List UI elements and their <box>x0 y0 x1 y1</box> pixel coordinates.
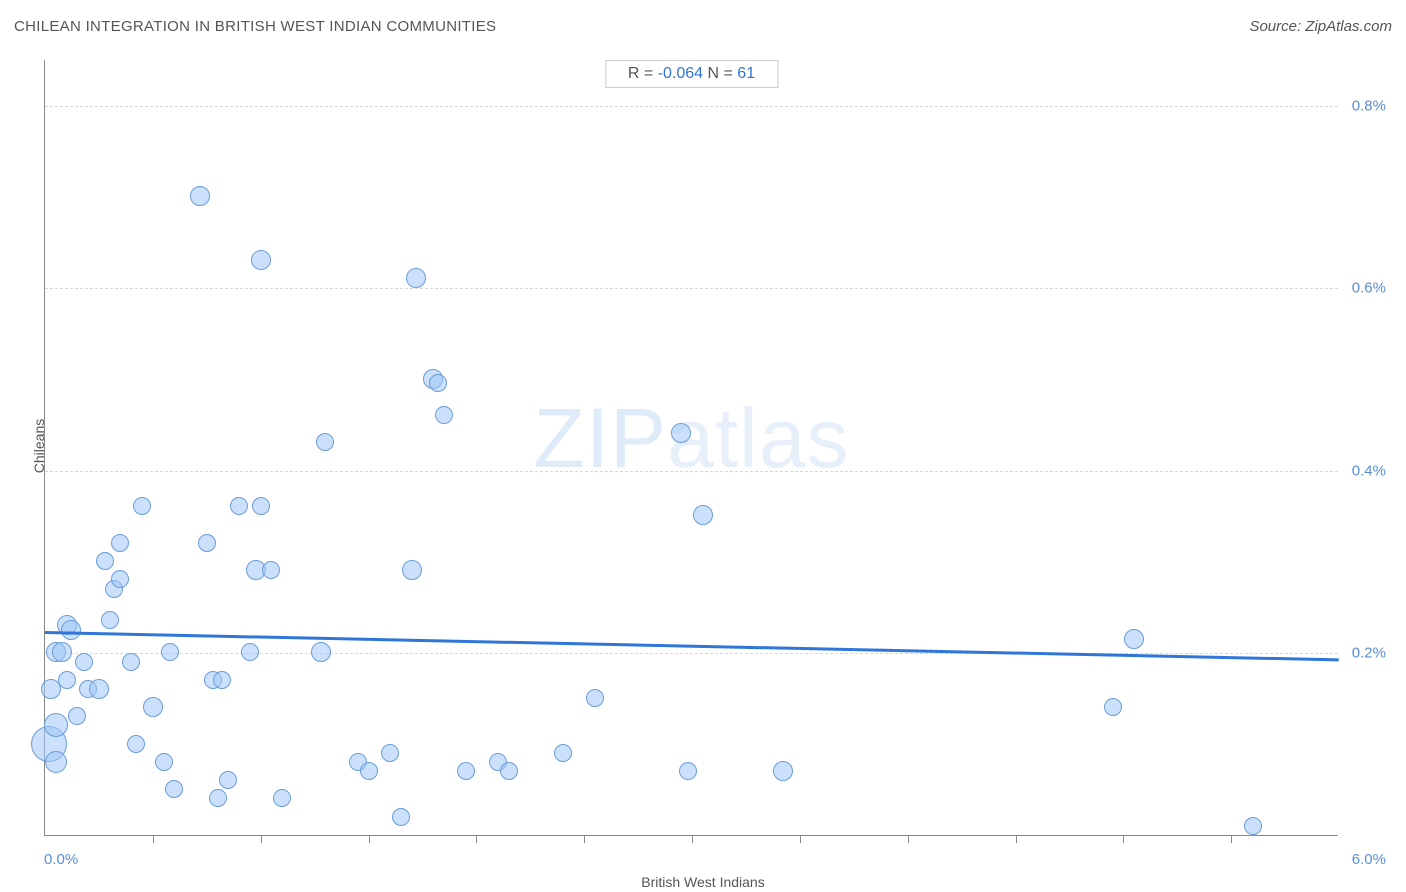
data-point <box>252 497 270 515</box>
n-value: 61 <box>737 65 755 82</box>
r-label: R = <box>628 65 658 82</box>
x-max-label: 6.0% <box>1352 851 1386 868</box>
x-tick <box>800 835 801 843</box>
source-label: Source: ZipAtlas.com <box>1249 18 1392 35</box>
data-point <box>75 653 93 671</box>
x-tick <box>476 835 477 843</box>
data-point <box>262 561 280 579</box>
x-tick <box>261 835 262 843</box>
data-point <box>44 713 68 737</box>
data-point <box>111 534 129 552</box>
data-point <box>241 643 259 661</box>
data-point <box>155 753 173 771</box>
data-point <box>230 497 248 515</box>
y-tick-label: 0.4% <box>1352 462 1386 479</box>
data-point <box>190 186 210 206</box>
data-point <box>316 433 334 451</box>
x-tick <box>584 835 585 843</box>
x-tick <box>153 835 154 843</box>
data-point <box>122 653 140 671</box>
data-point <box>61 620 81 640</box>
data-point <box>1244 817 1262 835</box>
x-tick <box>692 835 693 843</box>
x-tick <box>908 835 909 843</box>
data-point <box>311 642 331 662</box>
data-point <box>143 697 163 717</box>
x-min-label: 0.0% <box>44 851 78 868</box>
data-point <box>1104 698 1122 716</box>
data-point <box>45 751 67 773</box>
data-point <box>101 611 119 629</box>
x-tick <box>1016 835 1017 843</box>
data-point <box>360 762 378 780</box>
r-value: -0.064 <box>658 65 703 82</box>
data-point <box>111 570 129 588</box>
stats-box: R = -0.064 N = 61 <box>605 60 778 88</box>
x-tick <box>369 835 370 843</box>
n-label: N = <box>703 65 737 82</box>
data-point <box>500 762 518 780</box>
data-point <box>773 761 793 781</box>
data-point <box>1124 629 1144 649</box>
header: CHILEAN INTEGRATION IN BRITISH WEST INDI… <box>14 18 1392 35</box>
data-point <box>273 789 291 807</box>
data-point <box>209 789 227 807</box>
data-point <box>402 560 422 580</box>
scatter-plot: R = -0.064 N = 61 ZIPatlas <box>44 60 1338 836</box>
data-point <box>435 406 453 424</box>
data-point <box>96 552 114 570</box>
data-point <box>58 671 76 689</box>
data-point <box>586 689 604 707</box>
x-tick <box>1123 835 1124 843</box>
data-point <box>671 423 691 443</box>
y-tick-label: 0.8% <box>1352 97 1386 114</box>
data-point <box>213 671 231 689</box>
data-point <box>52 642 72 662</box>
data-point <box>133 497 151 515</box>
x-axis-label: British West Indians <box>641 874 764 890</box>
data-point <box>68 707 86 725</box>
data-point <box>127 735 145 753</box>
data-point <box>679 762 697 780</box>
data-point <box>457 762 475 780</box>
data-point <box>429 374 447 392</box>
data-point <box>381 744 399 762</box>
data-point <box>554 744 572 762</box>
data-point <box>198 534 216 552</box>
chart-title: CHILEAN INTEGRATION IN BRITISH WEST INDI… <box>14 18 496 35</box>
data-point <box>165 780 183 798</box>
points-layer <box>45 60 1338 835</box>
data-point <box>251 250 271 270</box>
data-point <box>89 679 109 699</box>
data-point <box>406 268 426 288</box>
data-point <box>693 505 713 525</box>
x-tick <box>1231 835 1232 843</box>
data-point <box>219 771 237 789</box>
y-tick-label: 0.6% <box>1352 280 1386 297</box>
data-point <box>392 808 410 826</box>
data-point <box>161 643 179 661</box>
y-tick-label: 0.2% <box>1352 645 1386 662</box>
